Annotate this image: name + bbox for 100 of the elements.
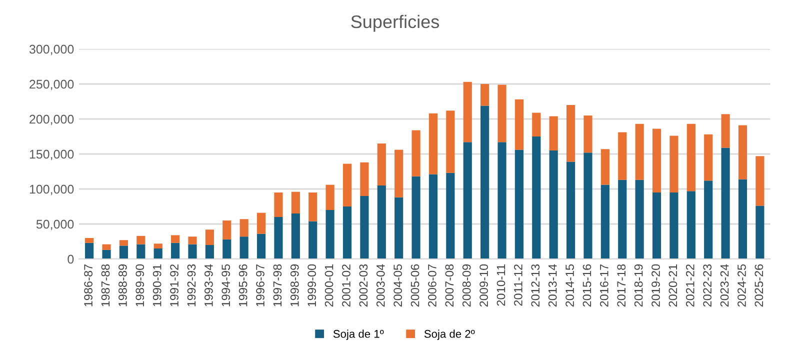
bar <box>274 192 283 217</box>
x-tick-label: 2014-15 <box>566 264 574 307</box>
bar <box>342 164 352 206</box>
bar <box>756 156 764 206</box>
bar <box>498 142 506 259</box>
x-tick-label: 2009-10 <box>480 264 488 307</box>
x-tick-label: 2013-14 <box>548 264 557 307</box>
bar <box>326 210 334 259</box>
bar <box>274 217 283 259</box>
bar <box>256 234 266 259</box>
x-tick-label: 2008-09 <box>462 264 471 307</box>
bar <box>377 144 386 186</box>
bar <box>136 236 146 244</box>
bar <box>308 221 318 259</box>
bar <box>584 116 592 153</box>
y-tick-label: 0 <box>68 254 74 264</box>
bar <box>377 186 386 259</box>
bar <box>584 152 592 259</box>
x-tick-label: 2019-20 <box>652 264 660 307</box>
bar <box>618 180 627 259</box>
bar <box>704 134 713 181</box>
x-tick-label: 1996-97 <box>256 264 264 306</box>
bar <box>222 239 232 259</box>
bar <box>102 244 111 250</box>
x-tick-label: 2025-26 <box>754 264 764 307</box>
bar <box>670 136 678 192</box>
bar <box>738 179 748 259</box>
x-tick-label: 1988-89 <box>118 264 127 306</box>
bar <box>704 180 713 259</box>
x-tick-label: 1989-90 <box>136 264 144 306</box>
bar <box>412 176 420 259</box>
bar <box>721 148 730 259</box>
bar <box>738 125 748 180</box>
bar <box>480 106 490 259</box>
bar <box>85 238 94 243</box>
x-tick-label: 2002-03 <box>359 264 368 307</box>
x-tick-label: 1995-96 <box>238 264 248 306</box>
bar <box>498 84 506 142</box>
bar <box>342 206 352 259</box>
x-tick-label: 2015-16 <box>582 264 592 307</box>
bar <box>188 236 197 244</box>
bar <box>686 124 696 192</box>
bar <box>446 172 455 259</box>
bar <box>428 174 438 259</box>
bar <box>154 244 162 248</box>
bar <box>154 248 162 259</box>
x-tick-label: 1993-94 <box>204 264 213 306</box>
y-tick-label: 100,000 <box>30 184 74 196</box>
bar <box>514 99 524 150</box>
y-tick-label: 50,000 <box>36 220 74 230</box>
bar <box>256 212 266 234</box>
bar <box>635 180 644 259</box>
bar <box>360 196 369 259</box>
x-tick-label: 1990-91 <box>152 264 162 306</box>
bar <box>756 206 764 259</box>
bar <box>652 192 662 259</box>
x-tick-label: 2020-21 <box>668 264 678 307</box>
x-tick-label: 2007-08 <box>445 264 454 307</box>
y-tick-label: 250,000 <box>30 80 74 90</box>
x-tick-label: 2006-07 <box>428 264 436 307</box>
x-tick-label: 1987-88 <box>101 264 110 306</box>
bar <box>394 150 404 198</box>
x-tick-label: 1991-92 <box>170 264 178 306</box>
x-tick-label: 2024-25 <box>738 264 746 307</box>
bar <box>652 128 662 192</box>
bar <box>549 150 558 259</box>
bar <box>600 184 610 259</box>
x-tick-label: 2010-11 <box>496 264 506 306</box>
x-tick-label: 2018-19 <box>634 264 643 307</box>
x-tick-label: 1994-95 <box>222 264 230 306</box>
bar <box>600 149 610 185</box>
x-tick-label: 2003-04 <box>376 264 385 307</box>
bar <box>205 245 214 259</box>
bar <box>394 197 404 259</box>
x-tick-label: 1999-00 <box>308 264 316 306</box>
bar <box>514 150 524 259</box>
bar <box>205 230 214 245</box>
bar <box>566 162 576 259</box>
bar <box>170 235 180 243</box>
bar <box>446 110 455 173</box>
bar <box>291 214 300 259</box>
bar <box>291 192 300 214</box>
x-tick-label: 2001-02 <box>342 264 350 307</box>
bar <box>463 82 472 142</box>
bar <box>85 242 94 259</box>
x-tick-label: 2023-24 <box>720 264 729 307</box>
x-tick-label: 1997-98 <box>273 264 282 306</box>
bar <box>240 219 248 237</box>
x-tick-label: 1992-93 <box>187 264 196 306</box>
legend-label: Soja de 1º <box>333 330 384 340</box>
bar <box>136 244 146 259</box>
bar <box>119 240 128 246</box>
bar <box>222 220 232 240</box>
x-tick-label: 2021-22 <box>686 264 694 307</box>
x-tick-label: 2000-01 <box>324 264 334 307</box>
bar <box>686 191 696 259</box>
x-tick-label: 1998-99 <box>290 264 299 306</box>
x-tick-label: 2004-05 <box>394 264 402 307</box>
legend-label: Soja de 2º <box>424 330 475 340</box>
bar <box>721 114 730 148</box>
